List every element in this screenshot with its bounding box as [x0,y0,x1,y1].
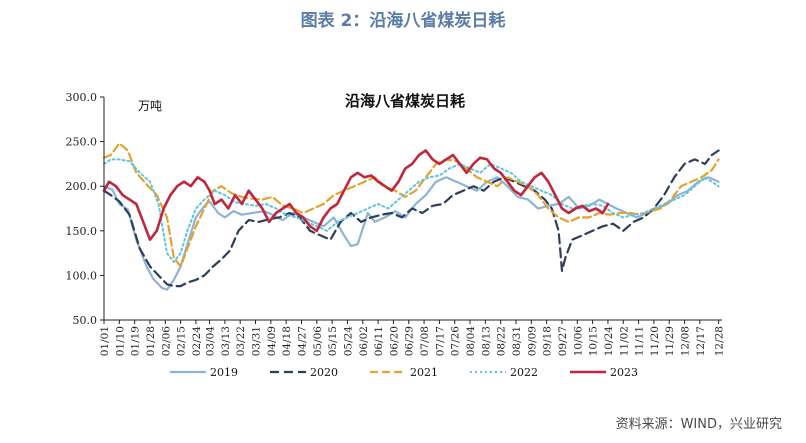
x-tick-label: 03/31 [251,326,263,356]
x-tick-label: 01/10 [114,326,126,356]
x-tick-label: 08/13 [480,326,492,356]
x-tick-label: 01/28 [145,326,157,356]
x-tick-label: 08/22 [496,326,508,356]
x-tick-label: 04/18 [281,326,293,356]
x-tick-label: 04/09 [266,326,278,356]
x-tick-label: 01/19 [130,326,142,356]
x-tick-label: 09/18 [542,326,554,356]
y-tick-label: 200.0 [66,180,98,193]
legend-label-2021: 2021 [410,366,438,379]
x-tick-label: 02/15 [176,326,188,356]
x-tick-label: 07/26 [450,326,462,357]
y-tick-label: 150.0 [66,225,98,238]
x-tick-label: 05/24 [342,326,354,357]
chart-title: 沿海八省煤炭日耗 [345,92,465,110]
x-tick-label: 03/04 [205,326,217,357]
x-tick-label: 11/20 [649,326,661,356]
x-tick-label: 12/28 [714,326,726,356]
legend-label-2023: 2023 [610,366,638,379]
x-tick-label: 12/17 [695,326,707,356]
x-tick-label: 06/29 [404,326,416,356]
x-tick-label: 05/15 [327,326,339,356]
legend: 2019 2020 2021 2022 2023 [170,366,638,379]
x-tick-label: 06/11 [373,326,385,356]
x-tick-label: 07/17 [434,326,446,356]
x-tick-label: 06/20 [388,326,400,356]
x-tick-label: 07/08 [419,326,431,356]
x-tick-label: 10/06 [572,326,584,357]
series-line-2023 [102,149,610,241]
x-tick-label: 11/02 [618,326,630,356]
x-tick-label: 11/29 [664,326,676,356]
x-tick-label: 02/24 [191,326,203,357]
y-axis-unit-label: 万吨 [138,99,162,113]
x-tick-label: 03/13 [220,326,232,356]
x-tick-label: 10/24 [603,326,615,357]
source-note: 资料来源：WIND，兴业研究 [615,417,782,432]
series-line-2022 [103,158,720,263]
x-tick-label: 06/02 [358,326,370,356]
legend-label-2019: 2019 [210,366,238,379]
x-tick-label: 09/09 [526,326,538,356]
y-tick-label: 100.0 [66,269,98,282]
x-tick-label: 08/04 [465,326,477,357]
series-line-2021 [102,142,720,268]
x-tick-label: 11/11 [634,326,646,356]
x-tick-label: 05/06 [312,326,324,357]
y-tick-label: 50.0 [73,314,98,327]
x-tick-label: 03/22 [235,326,247,356]
figure-title: 图表 2：沿海八省煤炭日耗 [300,11,506,31]
legend-label-2022: 2022 [510,366,538,379]
legend-label-2020: 2020 [310,366,338,379]
x-tick-label: 10/15 [588,326,600,356]
x-tick-label: 08/31 [511,326,523,356]
x-tick-label: 12/08 [680,326,692,356]
y-tick-label: 300.0 [66,91,98,104]
x-tick-label: 01/01 [99,326,111,356]
x-tick-label: 02/06 [160,326,172,357]
x-tick-label: 04/27 [296,326,308,356]
y-tick-label: 250.0 [66,136,98,149]
series-line-2020 [102,149,720,288]
x-tick-label: 09/27 [557,326,569,356]
